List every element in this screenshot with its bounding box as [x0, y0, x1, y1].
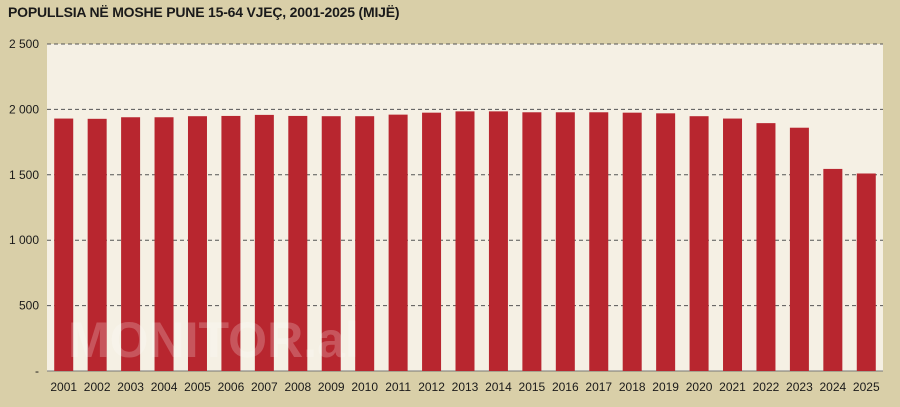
- x-tick-label: 2003: [117, 380, 144, 394]
- x-tick-label: 2009: [318, 380, 345, 394]
- watermark-text: MONITOR.al: [68, 312, 359, 368]
- x-tick-label: 2017: [585, 380, 612, 394]
- bar: [288, 115, 308, 371]
- bar: [87, 118, 107, 371]
- x-tick-label: 2021: [719, 380, 746, 394]
- bar: [656, 113, 676, 371]
- x-tick-label: 2023: [786, 380, 813, 394]
- bar: [823, 168, 843, 371]
- bar: [689, 116, 709, 371]
- y-tick-label: 500: [19, 299, 39, 313]
- chart-title: POPULLSIA NË MOSHE PUNE 15-64 VJEÇ, 2001…: [8, 4, 400, 20]
- x-tick-label: 2006: [218, 380, 245, 394]
- bar: [422, 112, 442, 372]
- bar: [455, 111, 475, 371]
- x-tick-label: 2015: [519, 380, 546, 394]
- bar: [789, 127, 809, 371]
- x-tick-label: 2005: [184, 380, 211, 394]
- y-tick-label: 1 500: [9, 168, 39, 182]
- bar: [555, 112, 575, 372]
- x-tick-label: 2012: [418, 380, 445, 394]
- bar: [321, 116, 341, 371]
- x-tick-label: 2011: [385, 380, 411, 394]
- x-tick-label: 2010: [351, 380, 378, 394]
- bar: [723, 118, 743, 371]
- x-tick-label: 2025: [853, 380, 880, 394]
- y-tick-label: 1 000: [9, 233, 39, 247]
- bar: [388, 114, 408, 371]
- bar: [54, 118, 74, 371]
- bar: [522, 112, 542, 372]
- x-tick-label: 2008: [284, 380, 311, 394]
- x-tick-label: 2013: [452, 380, 479, 394]
- y-tick-label: 2 000: [9, 102, 39, 116]
- bar: [355, 116, 375, 371]
- x-tick-label: 2022: [753, 380, 780, 394]
- y-tick-label: -: [35, 364, 39, 378]
- x-tick-label: 2004: [151, 380, 178, 394]
- bar: [221, 115, 241, 371]
- bar: [121, 117, 141, 371]
- bar: [589, 112, 609, 372]
- x-tick-label: 2018: [619, 380, 646, 394]
- x-tick-label: 2024: [819, 380, 846, 394]
- bar: [622, 112, 642, 372]
- x-tick-label: 2002: [84, 380, 111, 394]
- y-tick-label: 2 500: [9, 37, 39, 51]
- bar: [756, 123, 776, 371]
- x-tick-label: 2014: [485, 380, 512, 394]
- bar: [488, 111, 508, 371]
- x-tick-label: 2019: [652, 380, 679, 394]
- x-tick-label: 2001: [50, 380, 77, 394]
- x-tick-label: 2007: [251, 380, 278, 394]
- bar: [254, 114, 274, 371]
- x-tick-label: 2020: [686, 380, 713, 394]
- x-tick-label: 2016: [552, 380, 579, 394]
- bar: [154, 117, 174, 371]
- bar: [856, 173, 876, 371]
- bar: [187, 116, 207, 371]
